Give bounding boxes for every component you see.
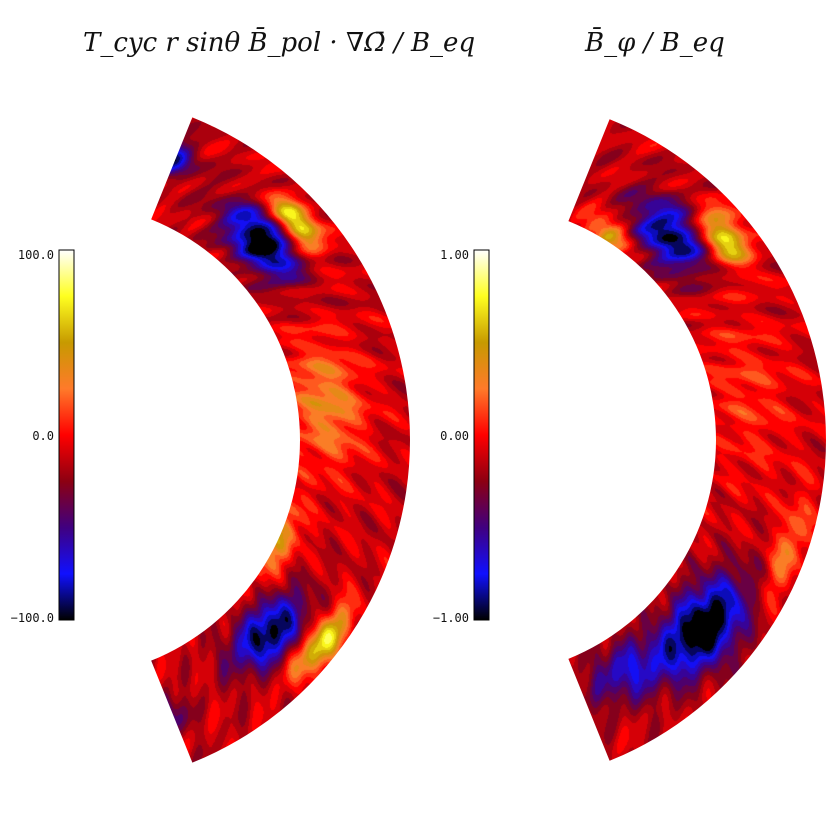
left-colorbar-bar — [58, 249, 75, 621]
left-field-image — [151, 117, 410, 763]
right-title-text: B̄_φ / B_eq — [585, 28, 725, 58]
left-colorbar: 100.0 0.0 −100.0 — [11, 248, 75, 625]
right-colorbar-tick-min: −1.00 — [433, 611, 469, 625]
left-colorbar-tick-mid: 0.0 — [32, 429, 54, 443]
right-field-image — [568, 119, 826, 761]
left-panel-title: T_cyc r sinθ B̄_pol · ∇Ω̄ / B_eq — [83, 28, 475, 58]
left-wedge-field — [151, 117, 410, 763]
right-panel-title: B̄_φ / B_eq — [585, 28, 725, 58]
left-colorbar-tick-max: 100.0 — [18, 248, 54, 262]
right-wedge-field — [568, 119, 826, 761]
right-colorbar-bar — [473, 249, 490, 621]
right-colorbar-tick-max: 1.00 — [440, 248, 469, 262]
right-colorbar-tick-mid: 0.00 — [440, 429, 469, 443]
left-colorbar-tick-min: −100.0 — [11, 611, 54, 625]
right-colorbar: 1.00 0.00 −1.00 — [433, 248, 490, 625]
left-title-text: T_cyc r sinθ B̄_pol · ∇Ω̄ / B_eq — [83, 28, 476, 58]
